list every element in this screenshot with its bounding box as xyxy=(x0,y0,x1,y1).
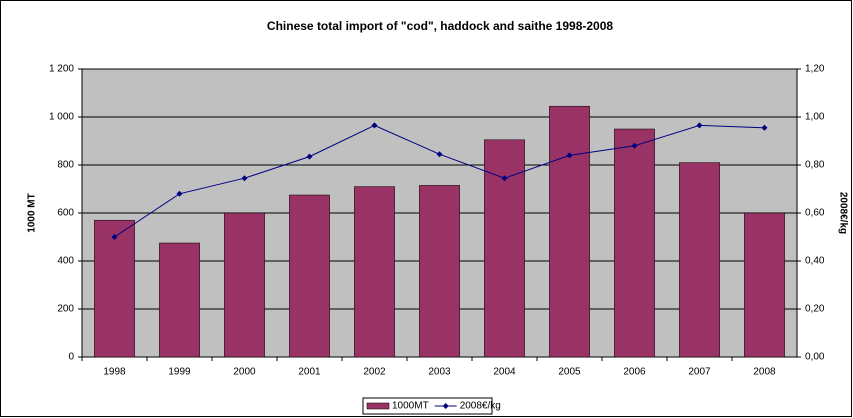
y-tick-label: 1 200 xyxy=(49,64,74,75)
bar xyxy=(354,186,395,358)
y2-axis-title: 2008€/kg xyxy=(837,192,848,234)
legend: 1000MT 2008€/kg xyxy=(362,397,501,415)
y2-tick-label: 0,40 xyxy=(805,256,825,267)
y-tick-label: 0 xyxy=(68,352,74,363)
x-tick-label: 2005 xyxy=(558,367,581,378)
x-tick-label: 2002 xyxy=(363,367,386,378)
y-tick-label: 800 xyxy=(57,160,74,171)
marker xyxy=(176,190,183,197)
bar xyxy=(419,185,460,358)
marker xyxy=(696,122,703,129)
bar xyxy=(744,212,785,358)
bar xyxy=(484,139,525,358)
legend-swatch xyxy=(366,402,390,410)
bar xyxy=(224,212,265,358)
bar xyxy=(549,105,590,358)
legend-box xyxy=(362,397,493,415)
bar xyxy=(289,194,330,358)
y2-tick-label: 0,20 xyxy=(805,304,825,315)
x-tick-label: 2004 xyxy=(493,367,516,378)
marker xyxy=(306,153,313,160)
marker xyxy=(631,142,638,149)
bar xyxy=(94,219,135,358)
marker xyxy=(566,152,573,159)
legend-label: 2008€/kg xyxy=(460,401,501,412)
x-tick-label: 2001 xyxy=(298,367,321,378)
marker xyxy=(241,175,248,182)
marker xyxy=(111,234,118,240)
y-tick-label: 200 xyxy=(57,304,74,315)
y-axis-title: 1000 MT xyxy=(27,193,38,232)
y2-tick-label: 1,20 xyxy=(805,64,825,75)
marker xyxy=(436,151,443,158)
marker xyxy=(501,175,508,182)
marker xyxy=(761,124,768,131)
y-tick-label: 400 xyxy=(57,256,74,267)
y2-tick-label: 0,60 xyxy=(805,208,825,219)
bar xyxy=(679,162,720,358)
bar xyxy=(159,242,200,358)
x-tick-label: 1999 xyxy=(168,367,191,378)
x-tick-label: 2007 xyxy=(688,367,711,378)
y2-tick-label: 1,00 xyxy=(805,112,825,123)
x-tick-label: 1998 xyxy=(103,367,126,378)
y2-tick-label: 0,00 xyxy=(805,352,825,363)
chart-title: Chinese total import of "cod", haddock a… xyxy=(267,19,613,33)
legend-label: 1000MT xyxy=(392,401,429,412)
y-tick-label: 600 xyxy=(57,208,74,219)
marker xyxy=(371,122,378,129)
x-tick-label: 2003 xyxy=(428,367,451,378)
y2-tick-label: 0,80 xyxy=(805,160,825,171)
y-tick-label: 1 000 xyxy=(49,112,74,123)
bar xyxy=(614,128,655,358)
legend-marker xyxy=(442,403,449,409)
x-tick-label: 2008 xyxy=(753,367,776,378)
x-tick-label: 2000 xyxy=(233,367,256,378)
x-tick-label: 2006 xyxy=(623,367,646,378)
